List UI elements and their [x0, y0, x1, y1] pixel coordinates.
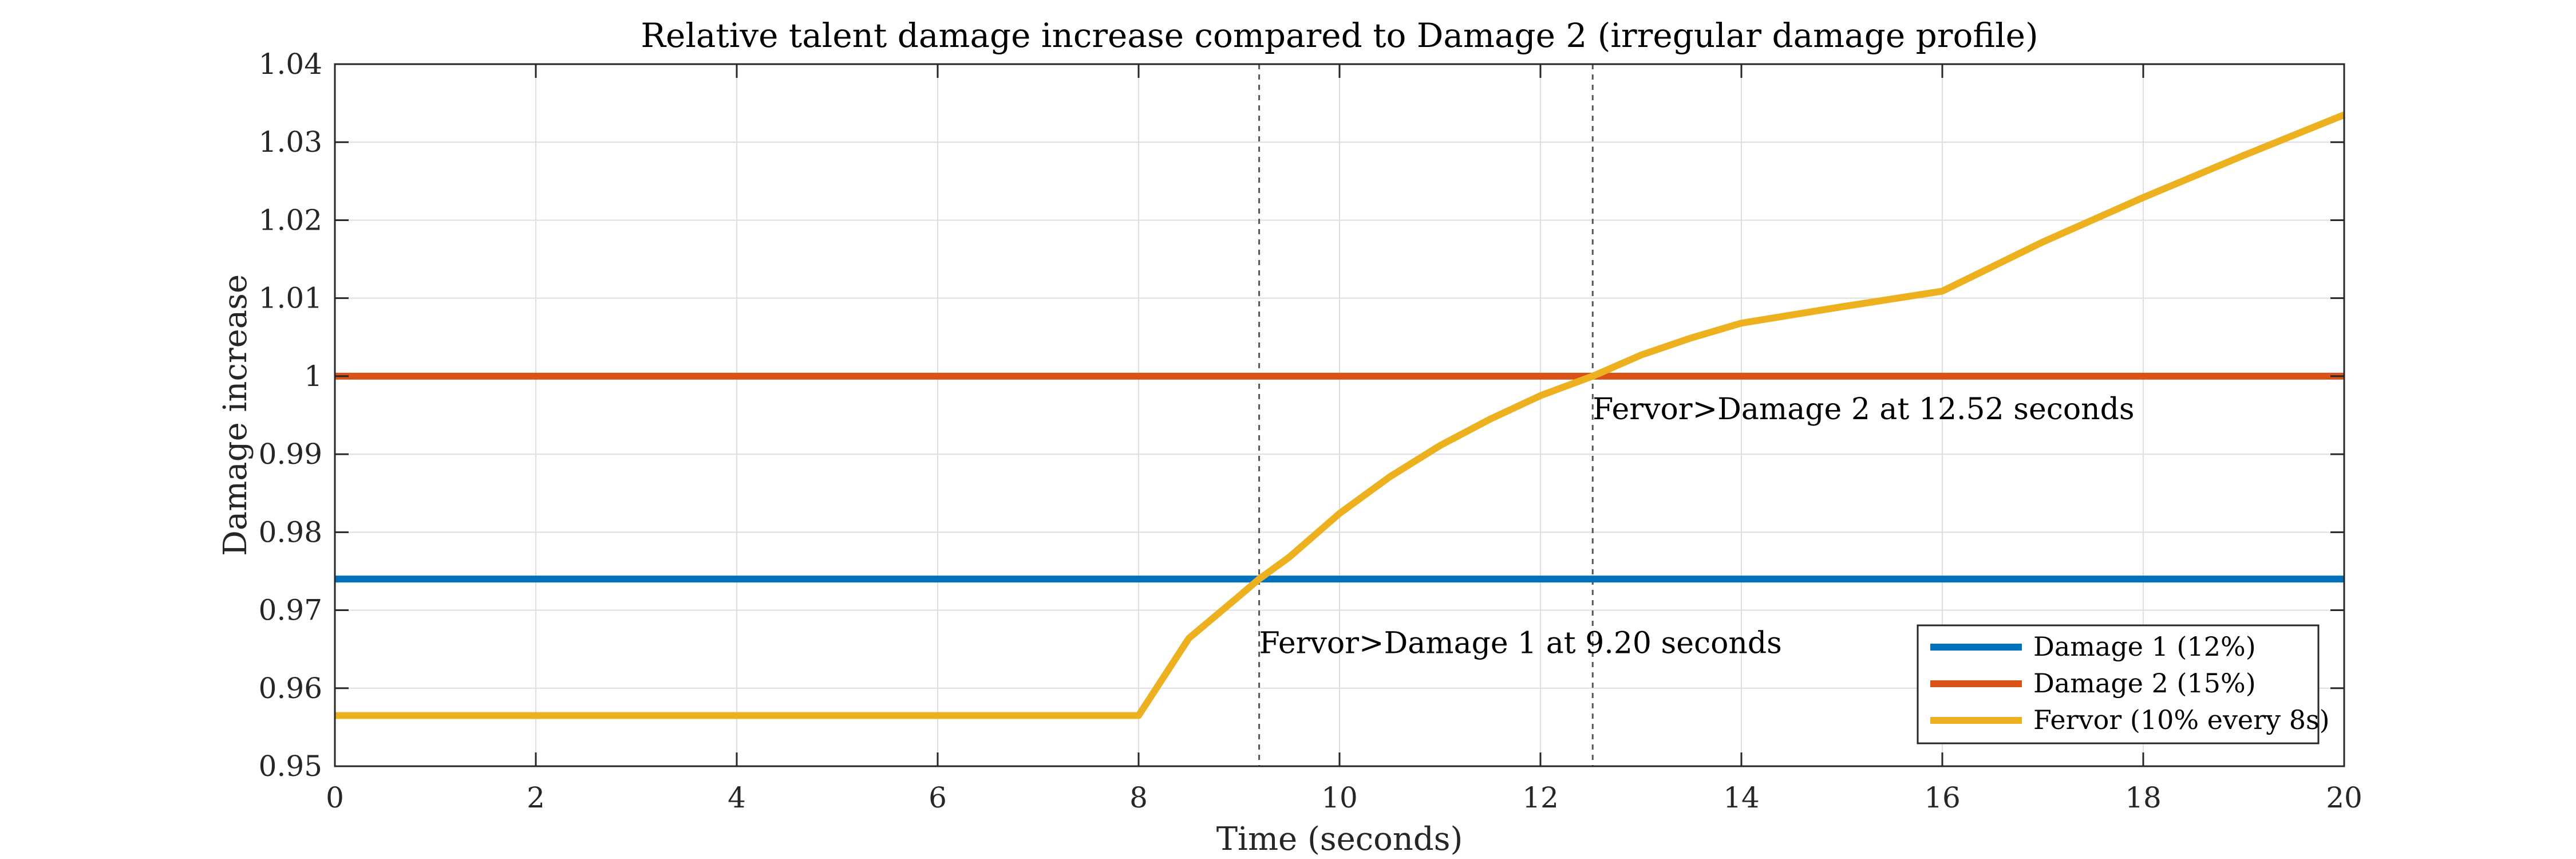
vertical-markers [1258, 64, 1594, 766]
y-tick-label: 1.01 [259, 282, 322, 315]
legend-label: Damage 1 (12%) [2033, 631, 2256, 662]
series-lines [335, 111, 2346, 719]
annotation-label: Fervor>Damage 2 at 12.52 seconds [1593, 392, 2134, 427]
x-tick-labels: 0 2 4 6 8 10 12 14 16 18 20 [326, 781, 2362, 814]
legend-label: Fervor (10% every 8s) [2033, 704, 2330, 735]
y-tick-label: 0.97 [259, 594, 322, 627]
series-line-3 [335, 111, 2346, 719]
y-tick-labels: 0.95 0.96 0.97 0.98 0.99 1 1.01 1.02 1.03 1.04 [259, 48, 322, 783]
x-tick-label: 8 [1129, 781, 1148, 814]
y-tick-label: 1.02 [259, 203, 322, 237]
x-tick-label: 18 [2125, 781, 2162, 814]
legend-label: Damage 2 (15%) [2033, 668, 2256, 699]
y-tick-label: 0.96 [259, 672, 322, 705]
x-tick-label: 14 [1723, 781, 1760, 814]
y-tick-label: 1.03 [259, 125, 322, 159]
x-tick-label: 20 [2326, 781, 2362, 814]
annotations: Fervor>Damage 1 at 9.20 seconds Fervor>Da… [1259, 392, 2135, 661]
y-tick-label: 1.04 [259, 48, 322, 81]
y-tick-label: 0.95 [259, 750, 322, 783]
chart-title: Relative talent damage increase compared… [641, 16, 2038, 55]
x-tick-label: 0 [326, 781, 344, 814]
annotation-label: Fervor>Damage 1 at 9.20 seconds [1259, 626, 1782, 660]
axis-ticks [334, 63, 2345, 767]
x-tick-label: 2 [527, 781, 545, 814]
x-tick-label: 10 [1321, 781, 1358, 814]
legend: Damage 1 (12%) Damage 2 (15%) Fervor (10% … [1917, 624, 2330, 744]
y-tick-label: 0.99 [259, 438, 322, 471]
x-tick-label: 6 [929, 781, 947, 814]
x-tick-label: 4 [728, 781, 746, 814]
y-tick-label: 0.98 [259, 515, 322, 549]
x-tick-label: 16 [1924, 781, 1961, 814]
x-tick-label: 12 [1522, 781, 1559, 814]
x-axis-label: Time (seconds) [1216, 821, 1463, 858]
y-axis-label: Damage increase [217, 274, 254, 556]
y-tick-label: 1 [304, 360, 322, 393]
